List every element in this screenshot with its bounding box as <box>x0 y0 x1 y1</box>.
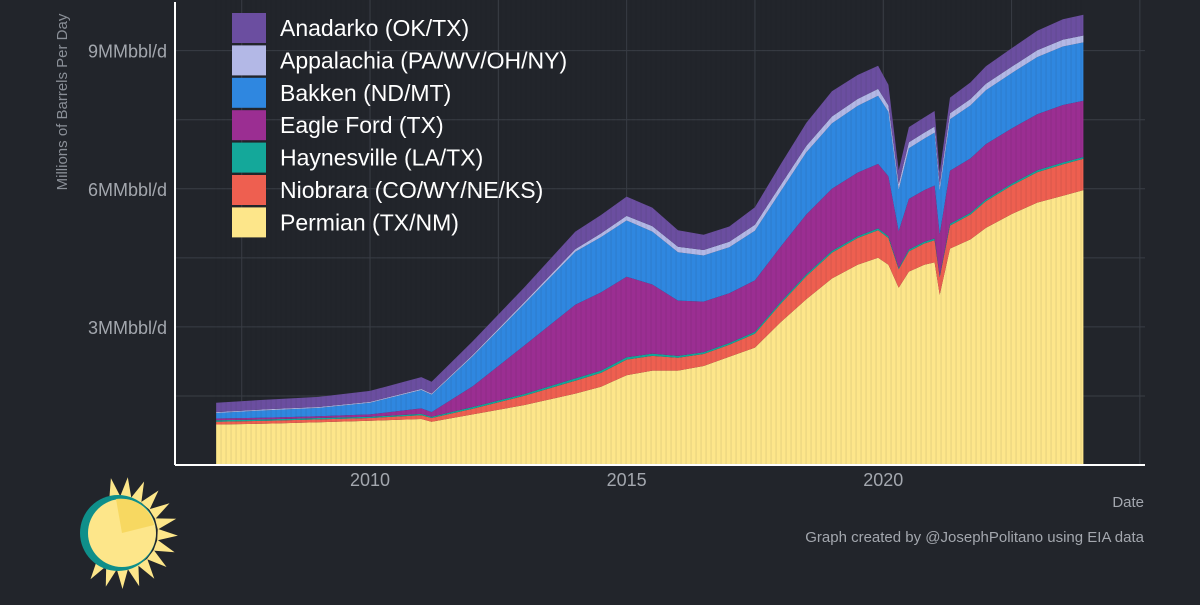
legend-label: Permian (TX/NM) <box>280 209 459 235</box>
sun-rays <box>90 477 178 589</box>
legend-swatch <box>232 110 266 141</box>
legend-label: Niobrara (CO/WY/NE/KS) <box>280 177 543 203</box>
y-tick-label: 6MMbbl/d <box>88 180 167 200</box>
area-series-bakken <box>216 42 1084 419</box>
sun-ray <box>149 503 170 519</box>
legend-swatch <box>232 142 266 173</box>
area-series-permian <box>216 190 1084 465</box>
legend-swatch <box>232 77 266 108</box>
legend-swatch <box>232 45 266 76</box>
sun-ray <box>157 528 178 541</box>
legend-swatch <box>232 13 266 43</box>
y-axis-label: Millions of Barrels Per Day <box>54 13 71 190</box>
sun-highlight <box>116 498 154 533</box>
x-tick-label: 2020 <box>863 470 903 490</box>
legend-label: Haynesville (LA/TX) <box>280 145 483 171</box>
sun-ray <box>116 568 129 589</box>
legend-label: Anadarko (OK/TX) <box>280 15 469 41</box>
sun-ray <box>119 477 132 499</box>
sun-ray <box>130 481 145 503</box>
y-tick-label: 9MMbbl/d <box>88 42 167 62</box>
legend-swatch <box>232 207 266 238</box>
sun-ray <box>146 550 167 567</box>
sun-ray <box>154 518 177 530</box>
y-tick-label: 3MMbbl/d <box>88 318 167 338</box>
sun-ray <box>140 490 159 510</box>
sun-ray <box>127 565 140 587</box>
credit-text: Graph created by @JosephPolitano using E… <box>805 529 1144 546</box>
legend: Anadarko (OK/TX) Appalachia (PA/WV/OH/NY)… <box>232 13 567 238</box>
area-series-anadarko <box>216 14 1084 413</box>
sun-ray <box>153 539 175 553</box>
sun-logo <box>80 477 178 589</box>
axes <box>174 2 1145 466</box>
legend-swatch <box>232 175 266 205</box>
legend-label: Appalachia (PA/WV/OH/NY) <box>280 47 567 73</box>
area-series-eagle <box>216 100 1084 421</box>
legend-label: Bakken (ND/MT) <box>280 80 451 106</box>
x-tick-label: 2010 <box>350 470 390 490</box>
x-tick-label: 2015 <box>607 470 647 490</box>
tick-labels: 3MMbbl/d 6MMbbl/d 9MMbbl/d 2010 2015 2020 <box>88 42 903 490</box>
legend-label: Eagle Ford (TX) <box>280 112 444 138</box>
sun-ray <box>137 558 155 579</box>
x-axis-label: Date <box>1112 494 1144 511</box>
sun-ray <box>109 478 121 500</box>
